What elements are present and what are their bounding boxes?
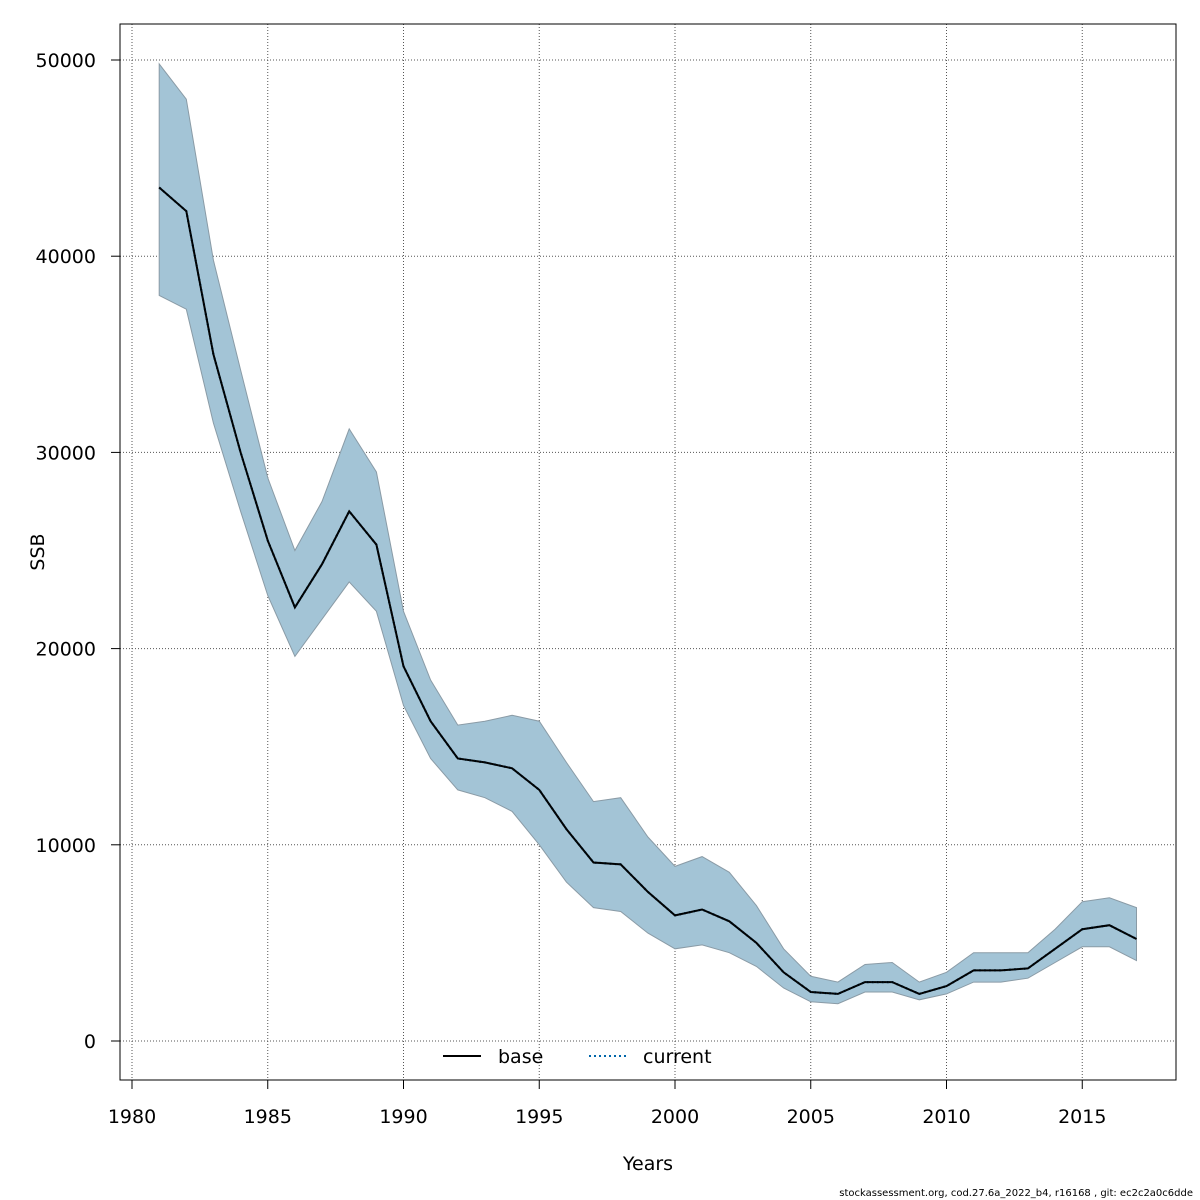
x-tick-label: 2010 [922, 1106, 970, 1128]
x-axis-title: Years [622, 1153, 673, 1175]
y-tick-label: 0 [84, 1031, 96, 1053]
x-tick-label: 2000 [651, 1106, 699, 1128]
legend-label-base: base [498, 1046, 543, 1068]
confidence-band [158, 62, 1137, 1005]
x-tick-label: 1995 [515, 1106, 563, 1128]
x-tick-label: 1990 [379, 1106, 427, 1128]
legend-label-current: current [643, 1046, 712, 1068]
x-tick-label: 1985 [244, 1106, 292, 1128]
x-axis: 1980 1985 1990 1995 2000 2005 2010 2015 [108, 1079, 1106, 1128]
y-tick-label: 40000 [36, 246, 96, 268]
y-axis: 0 10000 20000 30000 40000 50000 [36, 50, 120, 1053]
series-line-base [158, 186, 1137, 995]
footer-note: stockassessment.org, cod.27.6a_2022_b4, … [839, 1188, 1193, 1199]
confidence-band-layer [158, 62, 1137, 1005]
y-axis-title: SSB [27, 533, 49, 570]
y-tick-label: 10000 [36, 835, 96, 857]
y-tick-label: 30000 [36, 442, 96, 464]
x-tick-label: 2015 [1058, 1106, 1106, 1128]
y-tick-label: 20000 [36, 639, 96, 661]
legend: base current [443, 1046, 712, 1068]
x-tick-label: 1980 [108, 1106, 156, 1128]
x-tick-label: 2005 [787, 1106, 835, 1128]
series-layer [158, 186, 1137, 995]
y-tick-label: 50000 [36, 50, 96, 72]
